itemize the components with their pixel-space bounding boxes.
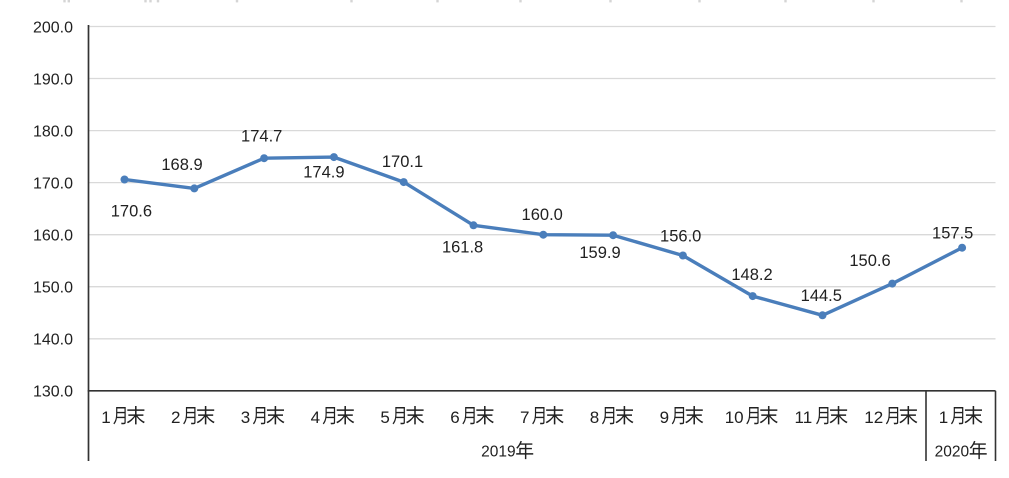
svg-text:7: 7 bbox=[520, 408, 529, 427]
svg-text:170.1: 170.1 bbox=[382, 153, 423, 171]
svg-text:6: 6 bbox=[450, 408, 459, 427]
svg-text:5: 5 bbox=[380, 408, 389, 427]
svg-text:2020: 2020 bbox=[935, 443, 970, 460]
svg-text:174.7: 174.7 bbox=[241, 128, 282, 146]
svg-text:160.0: 160.0 bbox=[522, 206, 563, 224]
svg-text:8: 8 bbox=[590, 408, 599, 427]
svg-text:3: 3 bbox=[241, 408, 250, 427]
svg-text:157.5: 157.5 bbox=[932, 225, 973, 243]
svg-text:174.9: 174.9 bbox=[303, 164, 344, 182]
svg-text:150.6: 150.6 bbox=[849, 252, 890, 270]
svg-text:150.0: 150.0 bbox=[33, 280, 73, 297]
svg-text:160.0: 160.0 bbox=[33, 228, 73, 245]
svg-text:11: 11 bbox=[795, 408, 813, 427]
svg-text:159.9: 159.9 bbox=[579, 244, 620, 262]
svg-text:170.0: 170.0 bbox=[33, 175, 73, 192]
svg-text:4: 4 bbox=[311, 408, 320, 427]
svg-text:161.8: 161.8 bbox=[442, 238, 483, 256]
svg-text:148.2: 148.2 bbox=[731, 266, 772, 284]
svg-text:144.5: 144.5 bbox=[801, 287, 842, 305]
svg-text:190.0: 190.0 bbox=[33, 71, 73, 88]
svg-text:170.6: 170.6 bbox=[111, 202, 152, 220]
svg-text:168.9: 168.9 bbox=[161, 156, 202, 174]
svg-text:140.0: 140.0 bbox=[33, 332, 73, 349]
svg-text:10: 10 bbox=[725, 408, 744, 427]
svg-text:130.0: 130.0 bbox=[33, 384, 73, 401]
svg-text:1: 1 bbox=[101, 408, 110, 427]
svg-text:9: 9 bbox=[660, 408, 669, 427]
svg-text:2019: 2019 bbox=[481, 443, 515, 460]
svg-text:1: 1 bbox=[939, 408, 948, 427]
svg-text:200.0: 200.0 bbox=[33, 19, 73, 36]
svg-text:180.0: 180.0 bbox=[33, 123, 73, 140]
svg-text:156.0: 156.0 bbox=[660, 228, 701, 246]
svg-text:12: 12 bbox=[864, 408, 883, 427]
svg-text:2: 2 bbox=[171, 408, 180, 427]
